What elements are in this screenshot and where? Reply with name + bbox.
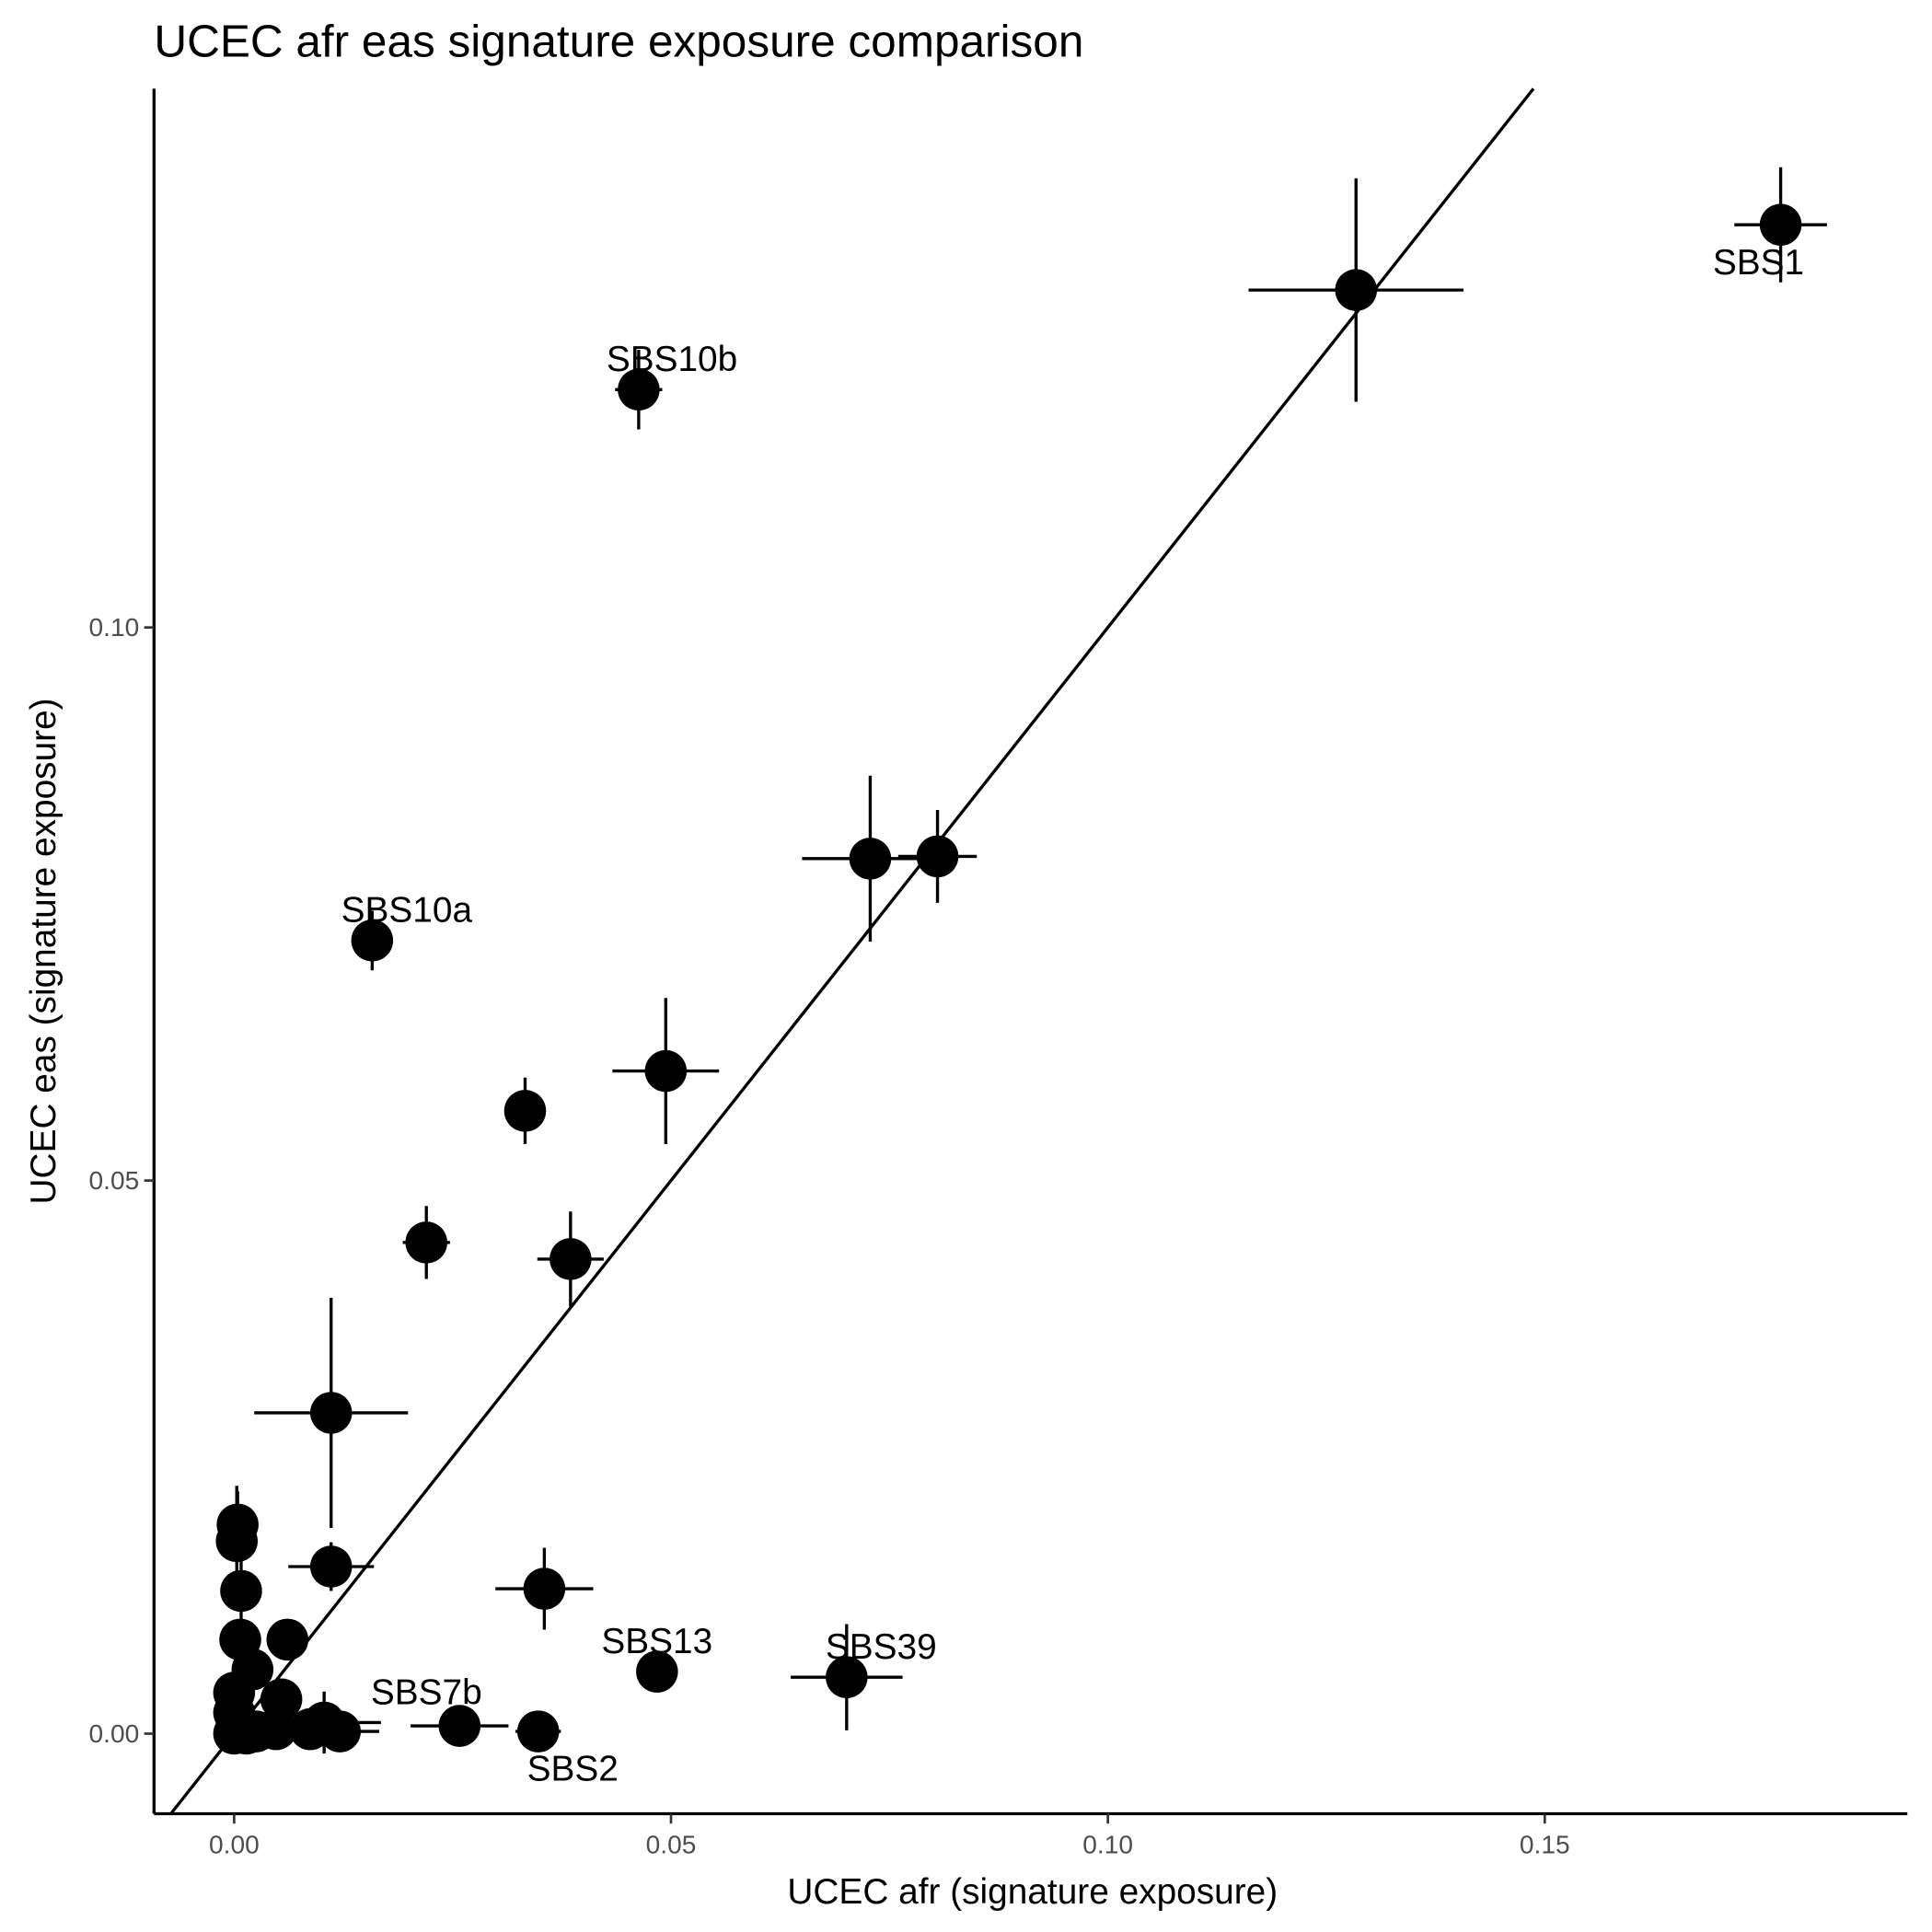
point [309,1545,353,1588]
x-tick-label: 0.00 [209,1830,260,1858]
x-tick-label: 0.10 [1082,1830,1133,1858]
point [266,1618,309,1661]
point [215,1520,258,1563]
point-label: SBS10b [607,340,737,379]
point [826,1656,868,1698]
point [220,1569,262,1613]
point [1335,269,1377,311]
point-label: SBS39 [826,1627,937,1667]
point [916,835,959,878]
chart-title: UCEC afr eas signature exposure comparis… [154,17,1083,67]
y-tick-label: 0.10 [89,613,140,642]
x-tick-label: 0.15 [1520,1830,1570,1858]
point [405,1221,447,1264]
point [523,1568,566,1610]
y-tick-label: 0.00 [89,1719,140,1748]
point [636,1650,678,1693]
point [618,368,660,411]
x-axis-title: UCEC afr (signature exposure) [787,1872,1278,1912]
point [351,920,394,962]
point-label: SBS2 [527,1750,619,1789]
point-label: SBS13 [601,1622,712,1661]
y-axis-title: UCEC eas (signature exposure) [24,698,64,1204]
point [516,1710,560,1753]
point [644,1049,688,1093]
x-tick-label: 0.05 [646,1830,697,1858]
point [309,1392,353,1434]
point [438,1705,481,1747]
point-label: SBS1 [1713,243,1804,283]
point [849,838,892,880]
point-label: SBS10a [341,891,473,931]
y-tick-label: 0.05 [89,1166,140,1195]
point-label: SBS7b [371,1672,482,1712]
point [503,1090,547,1132]
reference-line [169,87,1535,1815]
point [235,1710,277,1753]
point [550,1238,592,1280]
point [1759,203,1802,246]
point [289,1707,331,1751]
